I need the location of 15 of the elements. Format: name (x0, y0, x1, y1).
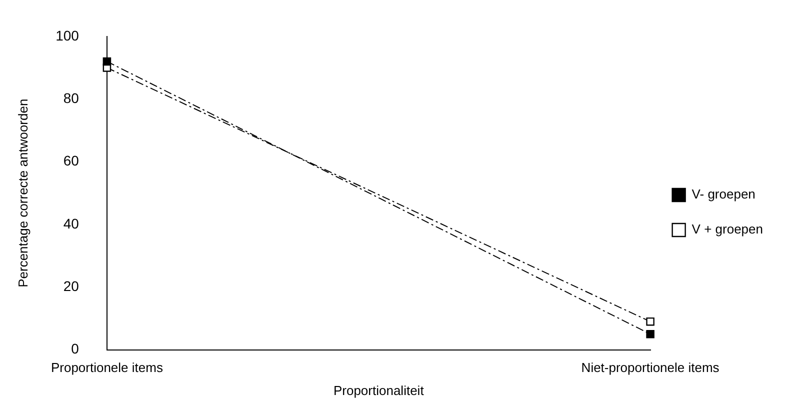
x-tick-label: Niet-proportionele items (581, 360, 720, 376)
y-tick-label: 0 (71, 340, 80, 357)
point (102, 57, 112, 66)
y-axis-title: Percentage correcte antwoorden (15, 98, 30, 288)
x-axis-title: Proportionaliteit (333, 382, 424, 398)
y-tick-label: 80 (63, 90, 80, 106)
y-tick-label: 100 (56, 27, 80, 44)
x-tick-label: Proportionele items (50, 360, 164, 376)
legend-label: V + groepen (692, 222, 764, 237)
point (646, 317, 654, 326)
y-tick-label: 60 (63, 152, 80, 169)
y-tick-label: 40 (63, 215, 80, 232)
legend-label: V- groepen (692, 186, 756, 202)
point (646, 330, 654, 338)
y-tick-label: 20 (63, 278, 80, 294)
